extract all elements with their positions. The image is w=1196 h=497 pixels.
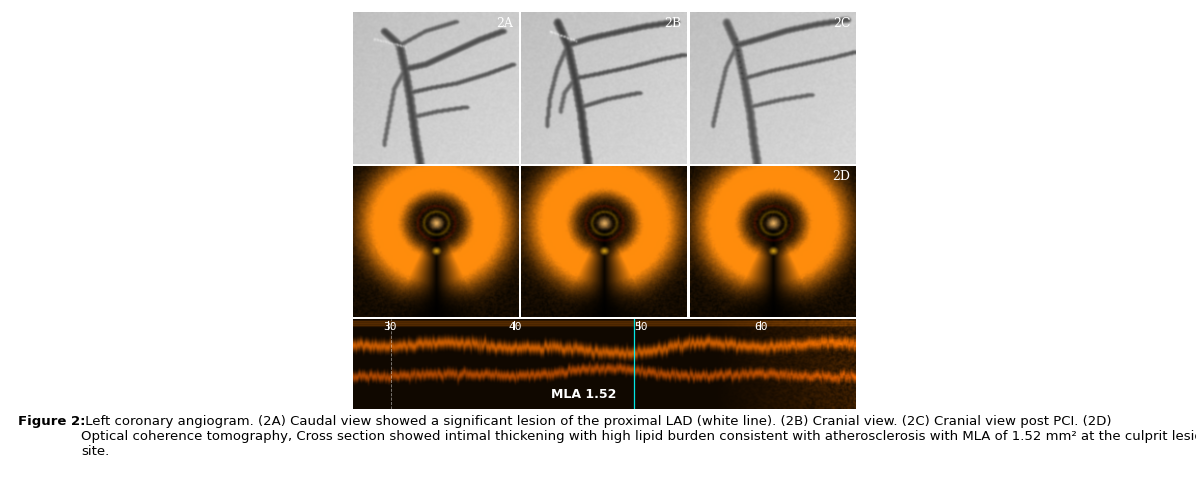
Text: 40: 40 (508, 322, 521, 331)
Text: MLA 1.52: MLA 1.52 (551, 388, 617, 401)
Text: 60: 60 (755, 322, 768, 331)
Text: 2C: 2C (832, 17, 850, 30)
Text: Figure 2:: Figure 2: (18, 415, 85, 428)
Text: 2D: 2D (832, 170, 850, 183)
Text: 2A: 2A (496, 17, 513, 30)
Text: 2B: 2B (665, 17, 682, 30)
Text: 30: 30 (383, 322, 396, 331)
Text: Left coronary angiogram. (2A) Caudal view showed a significant lesion of the pro: Left coronary angiogram. (2A) Caudal vie… (81, 415, 1196, 458)
Text: 50: 50 (634, 322, 647, 331)
